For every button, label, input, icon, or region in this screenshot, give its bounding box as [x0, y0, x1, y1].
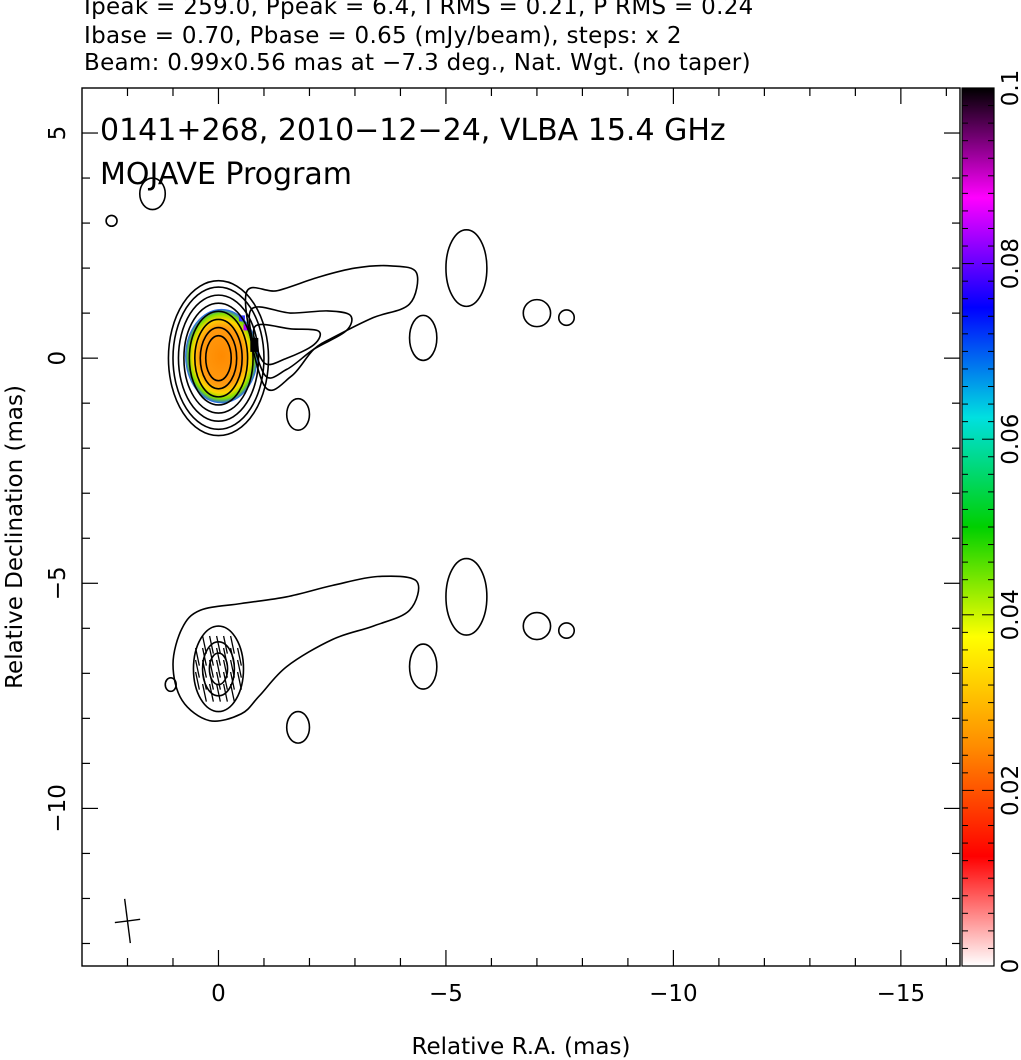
y-axis-label: Relative Declination (mas) [2, 385, 28, 689]
polarization-vector [229, 635, 235, 654]
core-contour [167, 279, 270, 437]
polarization-vector [208, 659, 214, 678]
polarization-vector [222, 683, 228, 702]
island-contour [557, 622, 576, 640]
polarization-vector [208, 635, 214, 654]
island-contour [285, 710, 311, 744]
polarization-vector [215, 683, 221, 702]
core-contour [204, 334, 233, 382]
colorbar-tick-label: 0.08 [998, 238, 1021, 289]
pol-fraction-fill [185, 308, 258, 404]
jet-contour [252, 323, 322, 366]
x-tick-label: 0 [211, 981, 226, 1007]
island-contour [522, 611, 552, 641]
polarization-vector [222, 635, 228, 654]
island-contour [557, 309, 576, 327]
polarization-vector [229, 683, 235, 702]
polarization-vector [201, 671, 207, 690]
core-contour [194, 318, 243, 398]
polarization-vector [222, 647, 228, 666]
polarization-vector [201, 635, 207, 654]
x-tick-label: −15 [877, 981, 926, 1007]
x-tick-label: −5 [429, 981, 463, 1007]
polarization-vector [215, 635, 221, 654]
jet-contour [248, 306, 353, 379]
polarization-vector [201, 659, 207, 678]
artifact-contour [138, 177, 167, 211]
island-contour [408, 314, 438, 362]
polarization-vector [194, 647, 200, 666]
polarization-vector [208, 647, 214, 666]
core-contour [183, 302, 254, 414]
colorbar-tick-label: 0 [998, 959, 1021, 974]
island-contour [445, 229, 488, 308]
polarization-vector [236, 671, 242, 690]
polarization-vector [208, 683, 214, 702]
polarization-vector [222, 671, 228, 690]
x-axis-label: Relative R.A. (mas) [412, 1034, 631, 1060]
core-contour [177, 294, 260, 422]
y-tick-label: 5 [45, 126, 71, 141]
core-contour [199, 326, 238, 390]
core-contour [208, 652, 229, 686]
polarization-vector [215, 671, 221, 690]
colorbar-tick-label: 0.1 [998, 70, 1021, 107]
y-tick-label: −10 [45, 784, 71, 833]
polarization-vector [194, 659, 200, 678]
x-tick-label: −10 [649, 981, 698, 1007]
y-tick-label: 0 [45, 351, 71, 366]
polarization-vector [201, 647, 207, 666]
polarization-vector [236, 659, 242, 678]
colorbar-tick-label: 0.02 [998, 765, 1021, 816]
core-contour [188, 310, 249, 406]
island-contour [522, 298, 552, 328]
polarization-vector [222, 659, 228, 678]
core-contour [192, 625, 245, 713]
polarization-vector [208, 671, 214, 690]
polarization-vector [236, 647, 242, 666]
island-contour [285, 397, 311, 431]
header-line-1: Ipeak = 259.0, Ppeak = 6.4, I RMS = 0.21… [84, 0, 754, 20]
colorbar-tick-label: 0.06 [998, 414, 1021, 465]
polarization-vector [215, 659, 221, 678]
polarization-vector [215, 647, 221, 666]
artifact-contour [105, 214, 118, 228]
island-contour [164, 677, 177, 693]
island-contour [445, 557, 488, 636]
header-line-2: Ibase = 0.70, Pbase = 0.65 (mJy/beam), s… [84, 23, 682, 49]
polarization-vector [194, 671, 200, 690]
polarization-vector [229, 647, 235, 666]
polarization-vector [229, 659, 235, 678]
header-line-3: Beam: 0.99x0.56 mas at −7.3 deg., Nat. W… [84, 50, 751, 76]
plot-frame [81, 87, 961, 967]
jet-contour [244, 264, 419, 392]
core-contour [172, 286, 265, 431]
chart-title: 0141+268, 2010−12−24, VLBA 15.4 GHz [100, 113, 726, 148]
island-contour [408, 643, 438, 690]
polarization-vector [229, 671, 235, 690]
beam-minor-axis [114, 918, 141, 924]
y-tick-label: −5 [45, 566, 71, 600]
outer-contour [172, 575, 420, 722]
polarization-vector [201, 683, 207, 702]
colorbar-tick-label: 0.04 [998, 589, 1021, 640]
chart-subtitle: MOJAVE Program [100, 157, 352, 192]
